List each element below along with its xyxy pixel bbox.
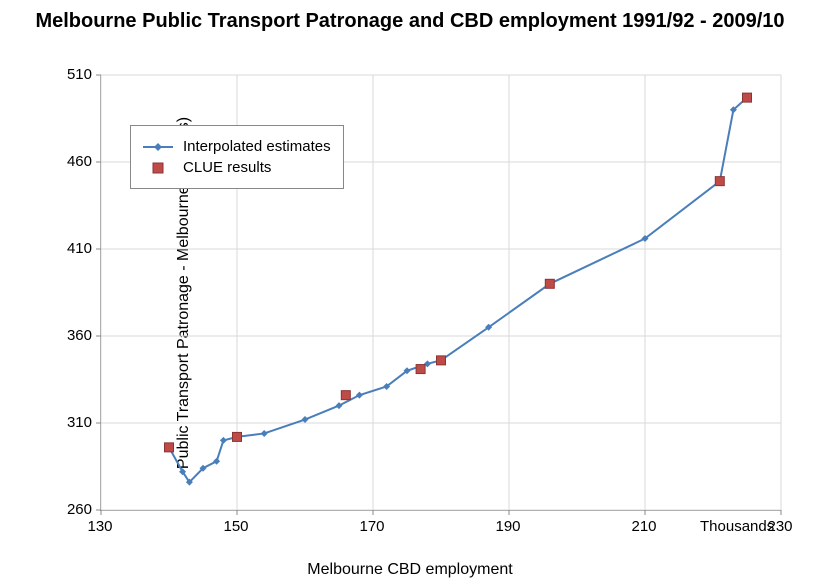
y-tick-label: 460 [52,153,92,170]
x-axis-label: Melbourne CBD employment [0,561,820,579]
legend: Interpolated estimates CLUE results [130,125,344,189]
marker-diamond [261,430,268,437]
y-tick-label: 410 [52,240,92,257]
marker-diamond [220,437,227,444]
x-tick-label: 130 [80,518,120,535]
x-tick-label: 150 [216,518,256,535]
legend-label: CLUE results [183,159,271,176]
marker-square [341,391,350,400]
marker-square [437,356,446,365]
y-tick-label: 510 [52,66,92,83]
marker-square [545,279,554,288]
legend-swatch [143,160,173,176]
legend-label: Interpolated estimates [183,138,331,155]
marker-square [715,177,724,186]
marker-diamond [213,458,220,465]
y-tick-label: 260 [52,501,92,518]
x-axis-suffix-label: Thousands [700,518,774,535]
marker-diamond [356,392,363,399]
chart-title: Melbourne Public Transport Patronage and… [0,8,820,34]
x-tick-label: 170 [352,518,392,535]
marker-square [165,443,174,452]
marker-diamond [336,402,343,409]
x-tick-label: 210 [624,518,664,535]
chart-container: Melbourne Public Transport Patronage and… [0,0,820,585]
x-tick-label: 190 [488,518,528,535]
marker-diamond [302,416,309,423]
legend-item: CLUE results [143,159,331,176]
marker-square [416,365,425,374]
legend-item: Interpolated estimates [143,138,331,155]
y-tick-label: 310 [52,414,92,431]
marker-square [743,93,752,102]
y-tick-label: 360 [52,327,92,344]
marker-square [233,432,242,441]
legend-swatch [143,139,173,155]
